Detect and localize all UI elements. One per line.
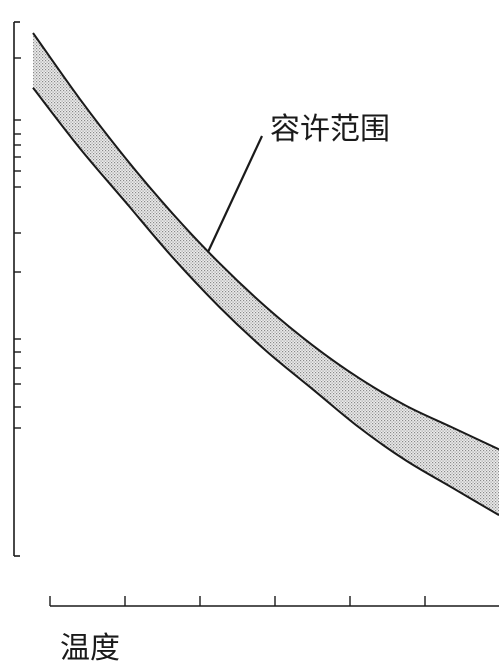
annotation-label: 容许范围: [270, 112, 390, 147]
x-axis-ticks: [49, 596, 426, 606]
tolerance-band-layer: [33, 33, 499, 516]
tolerance-band: [33, 33, 499, 516]
annotation-leader-line: [207, 135, 263, 253]
bound-curves: [32, 32, 499, 517]
x-axis-label: 温度: [60, 631, 120, 666]
y-axis: [13, 21, 20, 557]
lower-bound-curve: [32, 87, 499, 517]
upper-bound-curve: [32, 32, 499, 451]
y-axis-ticks: [14, 57, 21, 429]
